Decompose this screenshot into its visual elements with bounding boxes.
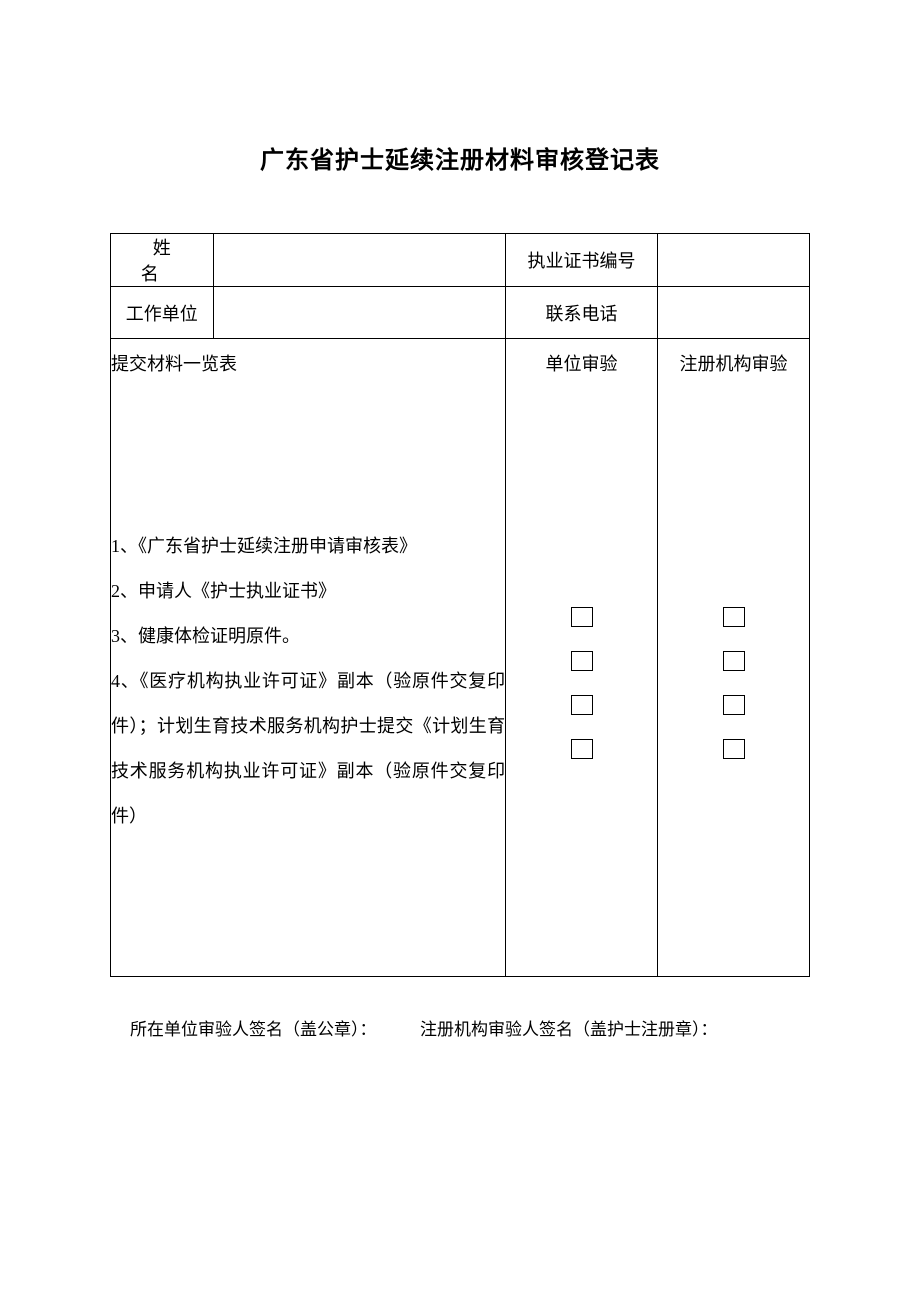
material-item-4: 4、《医疗机构执业许可证》副本（验原件交复印件）；计划生育技术服务机构护士提交《…: [111, 659, 505, 839]
signature-org: 注册机构审验人签名（盖护士注册章）：: [420, 1015, 718, 1040]
unit-check-box-2[interactable]: [571, 651, 593, 671]
material-item-3: 3、健康体检证明原件。: [111, 614, 505, 659]
label-org-check: 注册机构审验: [658, 339, 810, 387]
label-unit-check: 单位审验: [506, 339, 658, 387]
material-item-2: 2、申请人《护士执业证书》: [111, 569, 505, 614]
org-check-column: [658, 387, 810, 977]
label-name: 姓 名: [111, 234, 214, 287]
unit-check-column: [506, 387, 658, 977]
unit-check-box-3[interactable]: [571, 695, 593, 715]
label-work-unit: 工作单位: [111, 287, 214, 339]
label-cert-no: 执业证书编号: [506, 234, 658, 287]
label-phone: 联系电话: [506, 287, 658, 339]
org-check-box-4[interactable]: [723, 739, 745, 759]
materials-list: 1、《广东省护士延续注册申请审核表》 2、申请人《护士执业证书》 3、健康体检证…: [111, 387, 506, 977]
org-check-box-1[interactable]: [723, 607, 745, 627]
label-materials-header: 提交材料一览表: [111, 339, 506, 387]
field-work-unit[interactable]: [213, 287, 506, 339]
field-cert-no[interactable]: [658, 234, 810, 287]
org-check-box-2[interactable]: [723, 651, 745, 671]
org-check-box-3[interactable]: [723, 695, 745, 715]
signature-unit: 所在单位审验人签名（盖公章）：: [130, 1015, 420, 1040]
registration-form-table: 姓 名 执业证书编号 工作单位 联系电话 提交材料一览表 单位审验 注册机构审验…: [110, 233, 810, 977]
signature-row: 所在单位审验人签名（盖公章）： 注册机构审验人签名（盖护士注册章）：: [110, 1015, 810, 1040]
unit-check-box-4[interactable]: [571, 739, 593, 759]
page-title: 广东省护士延续注册材料审核登记表: [110, 140, 810, 175]
unit-check-box-1[interactable]: [571, 607, 593, 627]
field-phone[interactable]: [658, 287, 810, 339]
material-item-1: 1、《广东省护士延续注册申请审核表》: [111, 524, 505, 569]
field-name[interactable]: [213, 234, 506, 287]
